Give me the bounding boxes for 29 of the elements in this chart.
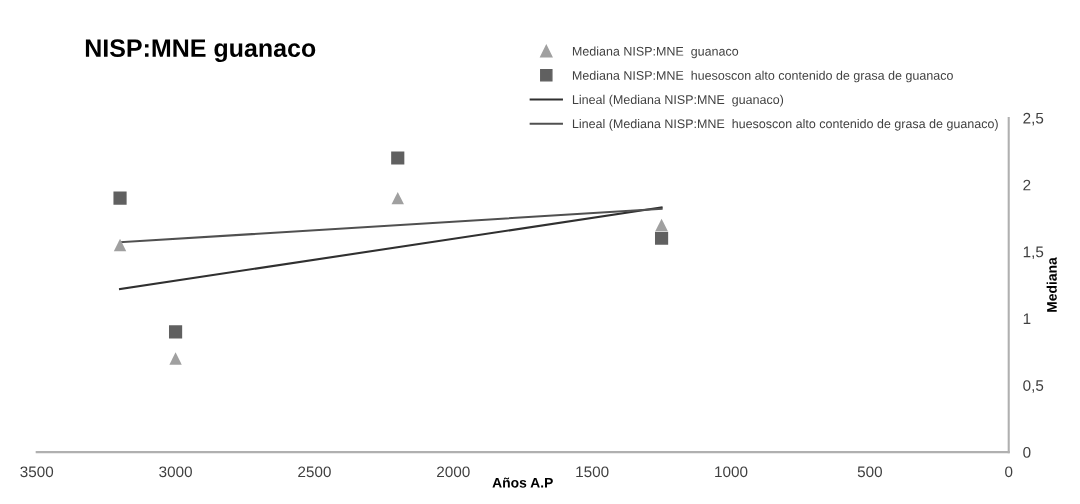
x-tick-label: 1500	[576, 466, 609, 478]
x-tick-label: 3000	[159, 466, 192, 478]
legend-label: Mediana NISP:MNE guanaco	[572, 46, 739, 59]
point	[168, 325, 183, 339]
y-tick-label: 2	[1023, 179, 1031, 191]
legend-label: Mediana NISP:MNE huesoscon alto contenido de grasa de guanaco	[572, 70, 953, 83]
x-axis-title: Años A.P	[492, 477, 553, 488]
point	[391, 151, 405, 165]
point	[113, 191, 127, 205]
legend-label: Lineal (Mediana NISP:MNE huesoscon alto contenido de grasa de guanaco)	[572, 118, 998, 131]
legend-label: Lineal (Mediana NISP:MNE guanaco)	[572, 94, 784, 107]
y-tick-label: 1	[1023, 313, 1031, 324]
point	[654, 231, 669, 245]
point	[391, 191, 404, 205]
y-tick-label: 0,5	[1023, 380, 1044, 393]
x-tick-label: 3500	[20, 466, 54, 478]
point	[113, 238, 127, 252]
chart-title: NISP:MNE guanaco	[85, 39, 316, 63]
x-tick-label: 500	[857, 466, 883, 478]
y-tick-label: 2,5	[1023, 112, 1044, 126]
y-axis-title: Mediana	[1046, 257, 1057, 312]
x-tick-label: 2500	[298, 466, 331, 478]
x-tick-label: 1000	[715, 466, 748, 478]
x-tick-label: 0	[1005, 466, 1013, 478]
point	[655, 218, 668, 232]
point	[169, 352, 182, 365]
y-tick-label: 0	[1023, 446, 1031, 458]
x-tick-label: 2000	[437, 466, 470, 478]
y-tick-label: 1,5	[1023, 246, 1044, 260]
